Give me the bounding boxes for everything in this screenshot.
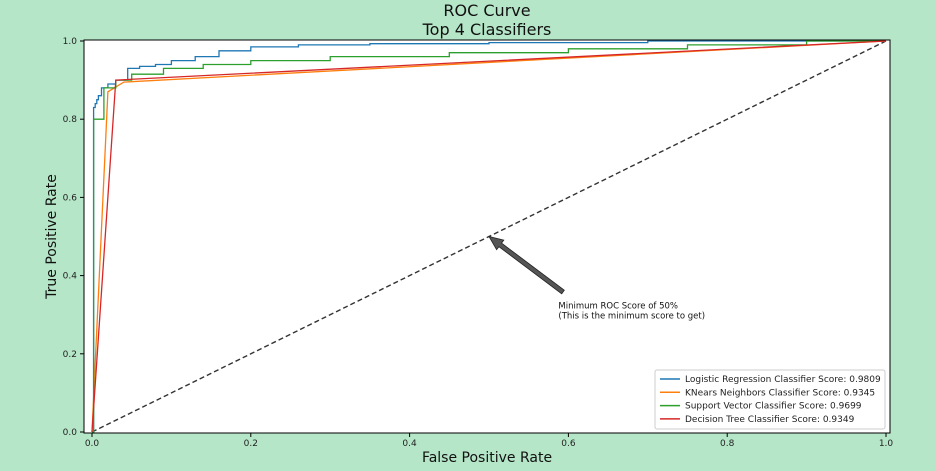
- annotation-text-line1: Minimum ROC Score of 50%: [558, 302, 678, 312]
- x-tick-label: 0.0: [85, 439, 100, 449]
- legend-label-2: KNears Neighbors Classifier Score: 0.934…: [685, 388, 875, 398]
- legend-label-3: Support Vector Classifier Score: 0.9699: [685, 402, 862, 412]
- chart-title: ROC Curve: [443, 1, 530, 20]
- series-layer: [91, 40, 887, 433]
- legend: Logistic Regression Classifier Score: 0.…: [654, 369, 886, 430]
- y-axis-title: True Positive Rate: [44, 174, 60, 300]
- x-tick-label: 0.4: [402, 439, 417, 449]
- legend-label-4: Decision Tree Classifier Score: 0.9349: [685, 415, 855, 425]
- x-tick-label: 1.0: [879, 439, 894, 449]
- y-tick-label: 0.8: [63, 115, 78, 125]
- series-line-1: [92, 40, 886, 433]
- y-tick-label: 1.0: [63, 37, 78, 47]
- x-tick-label: 0.8: [720, 439, 735, 449]
- annotation-text-line2: (This is the minimum score to get): [558, 312, 705, 322]
- chart-subtitle: Top 4 Classifiers: [422, 20, 552, 39]
- series-line-3: [92, 40, 886, 433]
- legend-label-1: Logistic Regression Classifier Score: 0.…: [685, 375, 881, 385]
- y-tick-label: 0.4: [63, 272, 78, 282]
- series-line-4: [91, 40, 887, 433]
- annotation-layer: Minimum ROC Score of 50% (This is the mi…: [488, 235, 705, 322]
- x-tick-label: 0.6: [561, 439, 576, 449]
- tick-layer: 0.0 0.2 0.4 0.6 0.8 1.0 0.0 0.2 0.4 0.6 0.8 1.0: [63, 37, 894, 449]
- plot-frame: [83, 39, 891, 434]
- annotation-arrow: [488, 235, 565, 295]
- x-axis-title: False Positive Rate: [422, 450, 552, 466]
- y-tick-label: 0.6: [63, 193, 78, 203]
- y-tick-label: 0.2: [63, 350, 77, 360]
- legend-box: [654, 369, 886, 430]
- x-tick-label: 0.2: [244, 439, 258, 449]
- y-tick-label: 0.0: [63, 428, 78, 438]
